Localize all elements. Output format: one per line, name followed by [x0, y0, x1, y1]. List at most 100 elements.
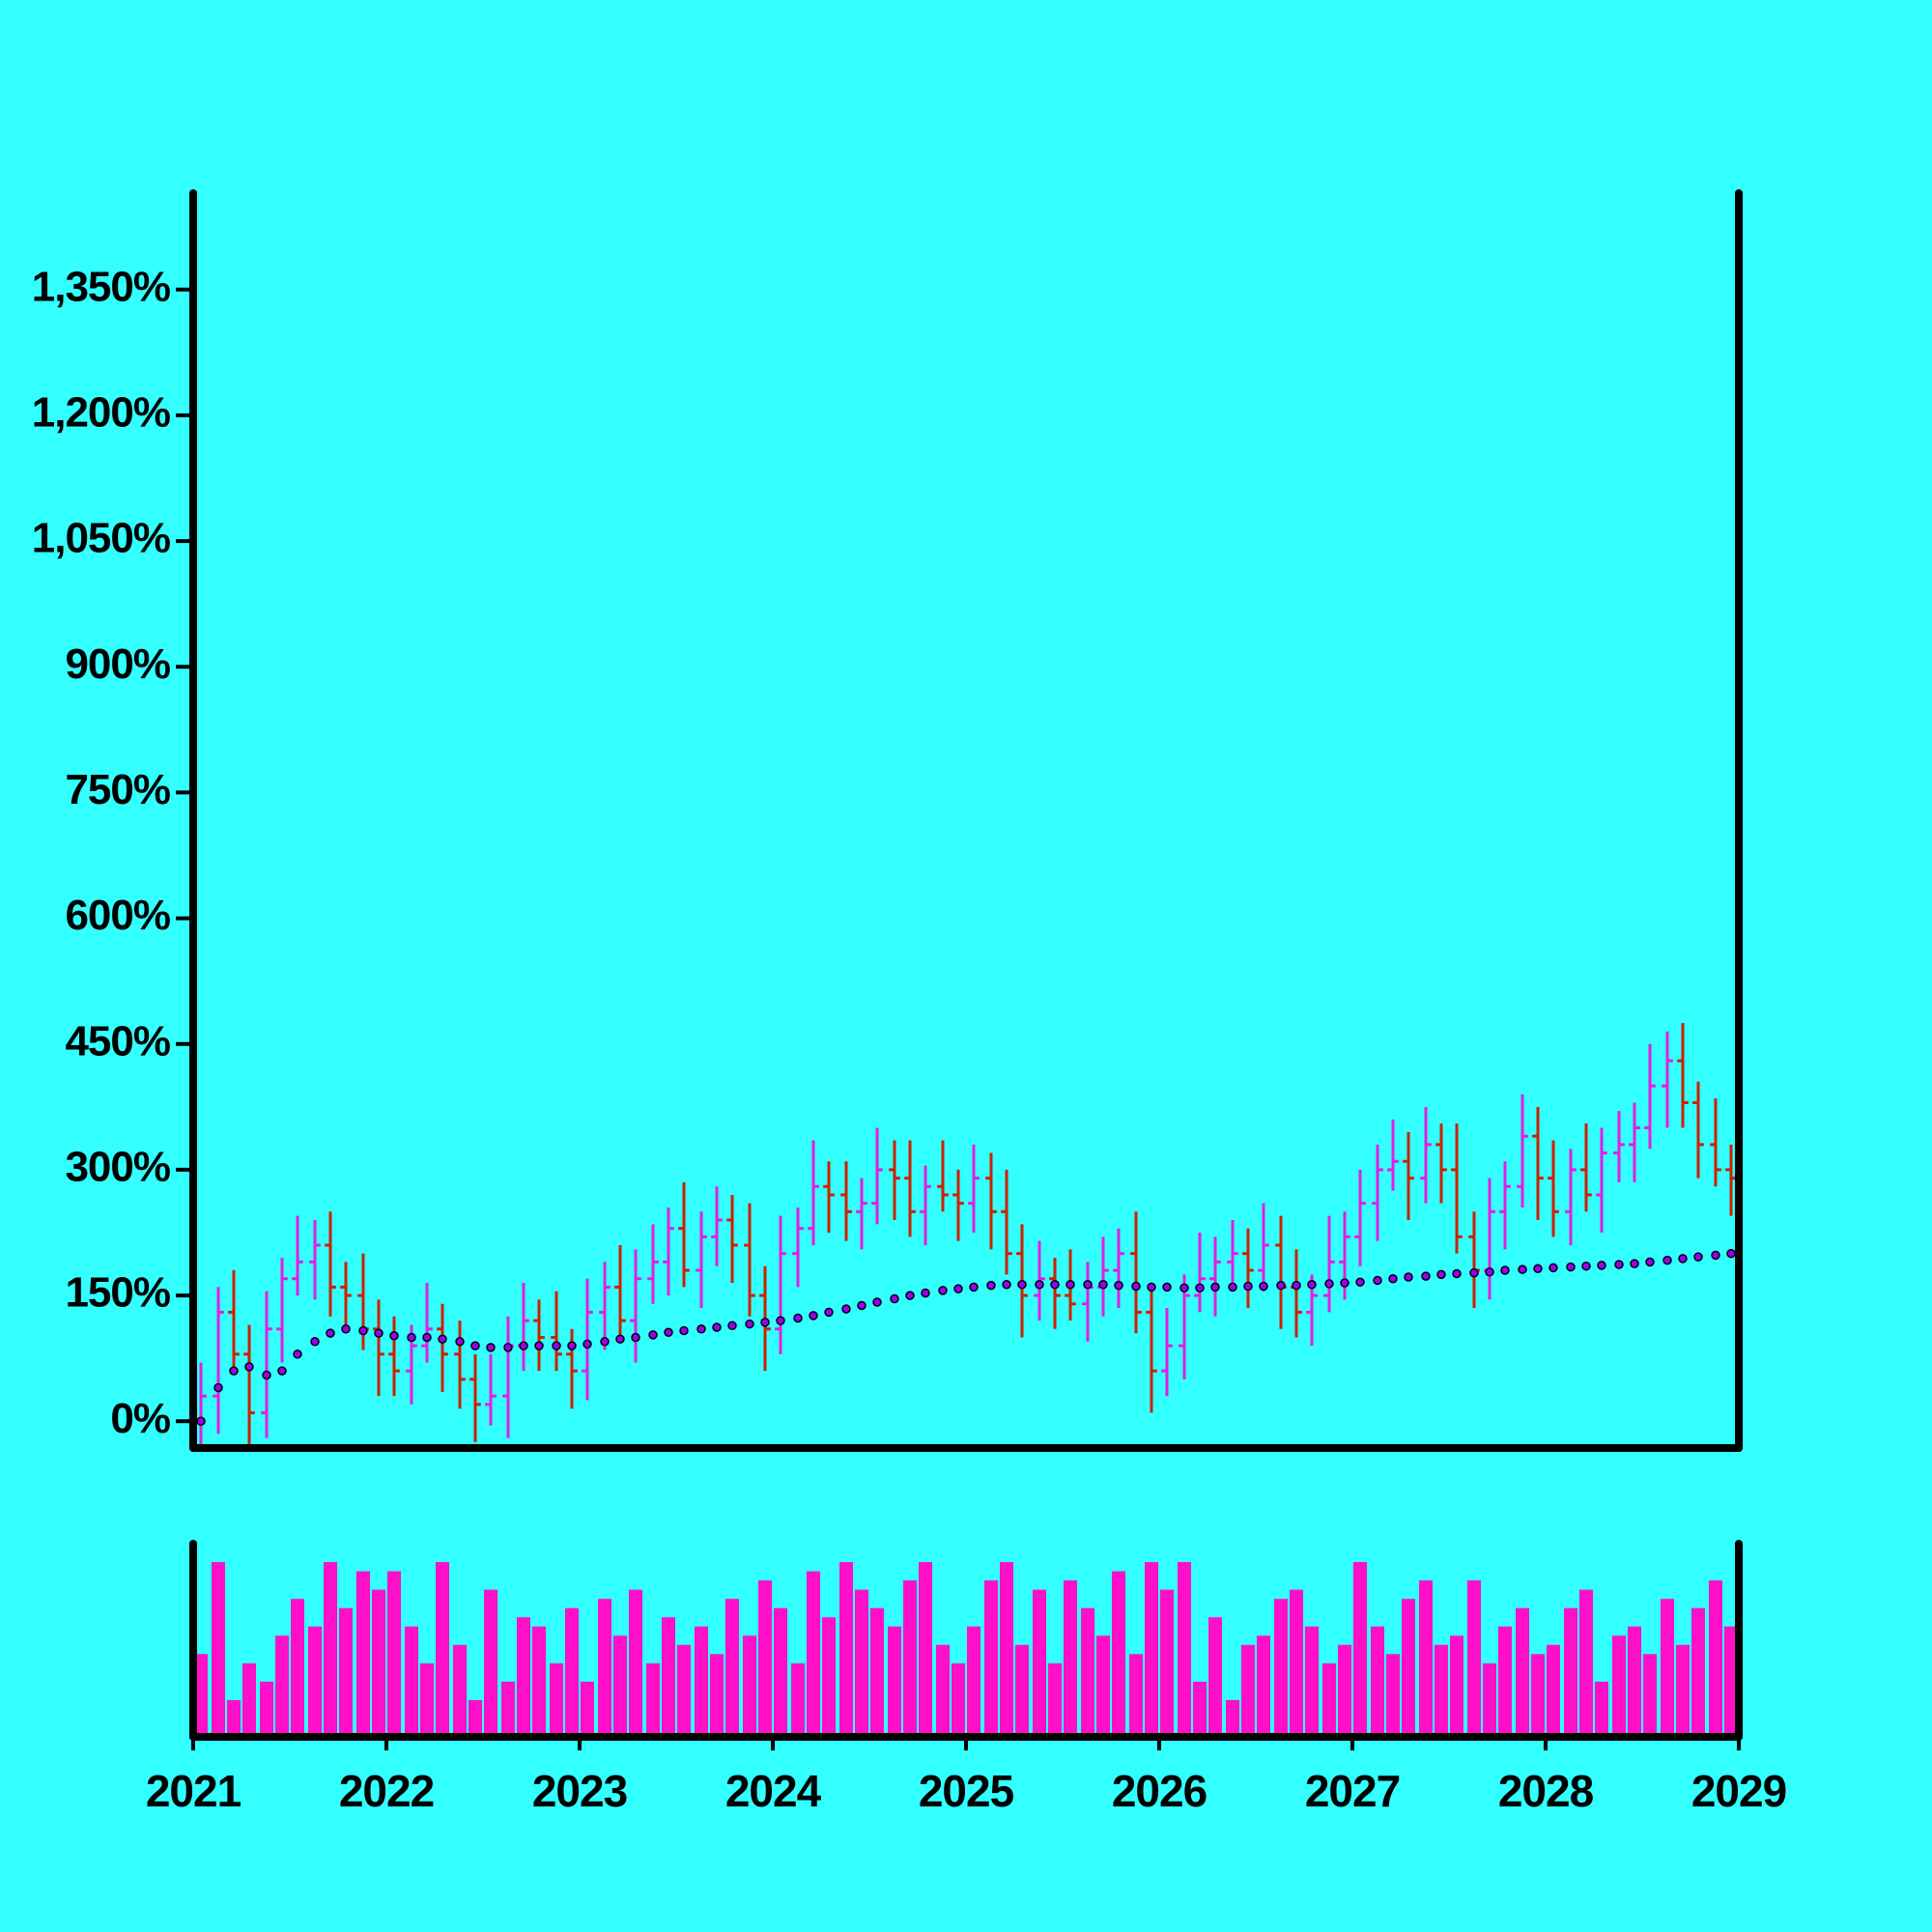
- moving-average-point: [341, 1324, 351, 1334]
- price-panel: [195, 1023, 1737, 1448]
- volume-bar: [1724, 1626, 1738, 1737]
- volume-bar: [1015, 1644, 1029, 1737]
- volume-bar: [1226, 1699, 1239, 1737]
- moving-average-point: [857, 1300, 867, 1311]
- moving-average-point: [567, 1341, 577, 1350]
- volume-bar: [888, 1626, 901, 1737]
- volume-bar: [984, 1580, 998, 1737]
- volume-bar: [1435, 1644, 1448, 1737]
- volume-bar: [758, 1580, 772, 1737]
- moving-average-point: [953, 1284, 963, 1293]
- moving-average-point: [1548, 1263, 1558, 1273]
- volume-bar: [1450, 1635, 1463, 1737]
- moving-average-point: [582, 1339, 592, 1350]
- volume-bar: [1338, 1644, 1351, 1737]
- volume-bar: [967, 1626, 980, 1737]
- x-tick-label: 2021: [146, 1766, 242, 1816]
- volume-bar: [1709, 1580, 1722, 1737]
- volume-bar: [1547, 1644, 1560, 1737]
- moving-average-point: [824, 1307, 834, 1318]
- moving-average-point: [1276, 1280, 1286, 1291]
- moving-average-point: [696, 1324, 706, 1334]
- volume-bar: [1498, 1626, 1512, 1737]
- volume-bar: [405, 1626, 418, 1737]
- volume-bar: [1516, 1607, 1529, 1737]
- moving-average-point: [293, 1350, 302, 1359]
- x-tick-label: 2025: [919, 1766, 1014, 1816]
- moving-average-point: [1098, 1280, 1108, 1290]
- volume-bar: [677, 1644, 691, 1737]
- volume-bar: [1129, 1654, 1143, 1737]
- volume-bar: [1145, 1562, 1158, 1737]
- y-tick-label: 600%: [65, 892, 170, 939]
- volume-bar: [1000, 1562, 1013, 1737]
- moving-average-point: [1355, 1277, 1365, 1287]
- moving-average-point: [890, 1293, 899, 1304]
- volume-bar: [839, 1562, 853, 1737]
- moving-average-point: [969, 1282, 979, 1293]
- volume-bar: [212, 1562, 225, 1737]
- volume-bar: [1371, 1626, 1384, 1737]
- volume-bar: [791, 1662, 805, 1737]
- moving-average-point: [648, 1330, 658, 1340]
- moving-average-point: [905, 1291, 915, 1300]
- moving-average-point: [872, 1297, 882, 1307]
- volume-bar: [807, 1571, 820, 1737]
- moving-average-point: [1421, 1271, 1431, 1281]
- moving-average-point: [244, 1362, 254, 1372]
- moving-average-point: [1083, 1280, 1093, 1290]
- moving-average-point: [438, 1334, 447, 1344]
- moving-average-point: [1259, 1281, 1268, 1292]
- moving-average-point: [503, 1343, 513, 1352]
- volume-bar: [1661, 1599, 1674, 1737]
- volume-bar: [1290, 1589, 1303, 1737]
- volume-bar: [1081, 1607, 1094, 1737]
- moving-average-point: [1065, 1280, 1075, 1290]
- moving-average-point: [1469, 1267, 1479, 1278]
- y-tick-label: 1,350%: [32, 263, 170, 310]
- volume-bar: [1531, 1654, 1545, 1737]
- moving-average-point: [986, 1280, 996, 1291]
- volume-bar: [291, 1599, 304, 1737]
- volume-bar: [1628, 1626, 1641, 1737]
- moving-average-point: [519, 1341, 528, 1350]
- volume-bar: [1160, 1589, 1174, 1737]
- moving-average-point: [1228, 1282, 1237, 1293]
- volume-bar: [420, 1662, 434, 1737]
- volume-bar: [695, 1626, 708, 1737]
- volume-bar: [1241, 1644, 1255, 1737]
- volume-bar: [822, 1617, 836, 1737]
- volume-bar: [324, 1562, 337, 1737]
- volume-bar: [613, 1635, 627, 1737]
- volume-bar: [1579, 1589, 1593, 1737]
- volume-bar: [581, 1681, 594, 1737]
- volume-bar: [629, 1589, 642, 1737]
- volume-bar: [242, 1662, 256, 1737]
- volume-bar: [1353, 1562, 1367, 1737]
- moving-average-point: [1597, 1261, 1606, 1270]
- volume-bar: [550, 1662, 563, 1737]
- volume-bar: [1064, 1580, 1077, 1737]
- moving-average-point: [1662, 1255, 1672, 1265]
- volume-bar: [1467, 1580, 1481, 1737]
- volume-bar: [356, 1571, 370, 1737]
- moving-average-point: [1114, 1280, 1123, 1291]
- volume-bar: [1096, 1635, 1110, 1737]
- x-tick-label: 2026: [1112, 1766, 1207, 1816]
- moving-average-point: [679, 1325, 689, 1336]
- moving-average-point: [310, 1337, 320, 1347]
- moving-average-point: [552, 1341, 561, 1350]
- volume-bar: [387, 1571, 401, 1737]
- volume-bar: [1483, 1662, 1496, 1737]
- volume-panel: [194, 1562, 1738, 1737]
- volume-bar: [194, 1654, 208, 1737]
- moving-average-point: [389, 1330, 399, 1341]
- volume-bar: [227, 1699, 241, 1737]
- x-tick-label: 2024: [725, 1766, 822, 1816]
- x-tick-label: 2027: [1305, 1766, 1400, 1816]
- volume-bar: [1402, 1599, 1415, 1737]
- moving-average-point: [422, 1332, 432, 1343]
- moving-average-point: [534, 1341, 544, 1350]
